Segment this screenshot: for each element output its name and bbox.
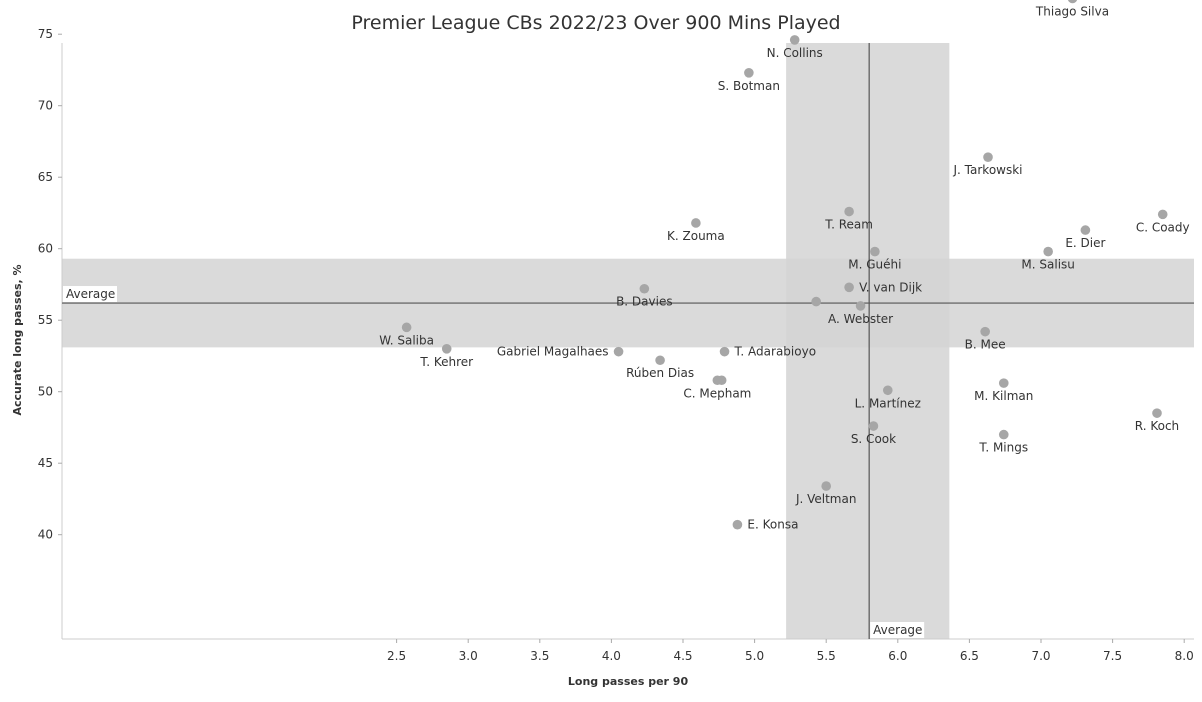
point-label: J. Veltman (795, 492, 857, 506)
data-point (401, 322, 412, 333)
x-tick-label: 4.0 (602, 649, 621, 663)
data-point (639, 283, 650, 294)
y-tick-label: 40 (38, 528, 53, 542)
point-label: Rúben Dias (626, 366, 694, 380)
average-label-x: Average (873, 623, 922, 637)
point-label: E. Konsa (747, 518, 798, 532)
point-label: T. Adarabioyo (734, 345, 817, 359)
data-point (716, 375, 727, 386)
chart-title: Premier League CBs 2022/23 Over 900 Mins… (351, 12, 840, 34)
y-tick-label: 60 (38, 242, 53, 256)
data-point (789, 35, 800, 45)
point-label: B. Mee (965, 338, 1006, 352)
data-point (441, 344, 452, 354)
x-tick-label: 6.0 (888, 649, 907, 663)
point-label: V. van Dijk (859, 280, 922, 294)
data-point (1043, 246, 1053, 257)
data-point (744, 68, 754, 78)
point-label: T. Mings (978, 441, 1028, 455)
data-point (1152, 408, 1162, 418)
x-tick-label: 7.5 (1103, 649, 1122, 663)
data-point (855, 301, 866, 311)
point-label: M. Guéhi (848, 258, 901, 272)
x-tick-label: 5.0 (745, 649, 764, 663)
x-tick-label: 7.0 (1031, 649, 1050, 663)
point-label: S. Cook (851, 432, 896, 446)
point-label: A. Webster (828, 312, 893, 326)
y-tick-label: 75 (38, 27, 53, 41)
point-label: E. Dier (1065, 236, 1105, 250)
data-point (998, 378, 1009, 388)
data-point (868, 421, 879, 431)
y-tick-label: 50 (38, 385, 53, 399)
point-label: N. Collins (767, 46, 823, 60)
point-label: S. Botman (718, 79, 780, 93)
point-label: M. Kilman (974, 389, 1033, 403)
x-tick-label: 2.5 (387, 649, 406, 663)
x-axis-title: Long passes per 90 (568, 675, 689, 688)
data-point (870, 246, 880, 257)
point-label: C. Mepham (683, 386, 751, 400)
point-label: L. Martínez (855, 396, 921, 410)
x-tick-label: 3.0 (459, 649, 478, 663)
point-label: R. Koch (1135, 419, 1179, 433)
point-label: C. Coady (1136, 220, 1190, 234)
data-point (655, 355, 665, 366)
y-tick-label: 55 (38, 313, 53, 327)
y-tick-label: 70 (38, 99, 53, 113)
data-point (998, 429, 1009, 440)
average-label-y: Average (66, 287, 115, 301)
average-label-bg (870, 622, 925, 638)
data-point (811, 296, 821, 307)
data-point (983, 152, 993, 162)
data-point (1080, 225, 1091, 235)
x-tick-label: 8.0 (1175, 649, 1194, 663)
data-point (980, 326, 990, 337)
data-point (719, 346, 730, 357)
data-point (1067, 0, 1078, 4)
point-label: W. Saliba (379, 333, 434, 347)
point-label: T. Kehrer (419, 355, 473, 369)
data-point (844, 282, 854, 293)
data-point (613, 346, 624, 357)
data-point (821, 481, 831, 491)
data-point (1157, 209, 1168, 220)
data-point (732, 519, 743, 530)
y-axis-title: Accurate long passes, % (11, 264, 24, 415)
point-label: K. Zouma (667, 229, 725, 243)
data-point (882, 385, 893, 396)
x-tick-label: 6.5 (960, 649, 979, 663)
point-label: T. Ream (824, 218, 873, 232)
data-point (691, 218, 701, 228)
point-label: Gabriel Magalhaes (497, 345, 609, 359)
point-label: M. Salisu (1021, 258, 1074, 272)
average-label-bg (63, 286, 117, 303)
y-tick-label: 65 (38, 170, 53, 184)
point-label: B. Davies (616, 295, 673, 309)
point-label: J. Tarkowski (953, 163, 1023, 177)
x-tick-label: 4.5 (673, 649, 692, 663)
x-tick-label: 3.5 (530, 649, 549, 663)
y-tick-label: 45 (38, 456, 53, 470)
x-tick-label: 5.5 (817, 649, 836, 663)
data-point (844, 206, 854, 217)
point-label: Thiago Silva (1035, 4, 1109, 18)
